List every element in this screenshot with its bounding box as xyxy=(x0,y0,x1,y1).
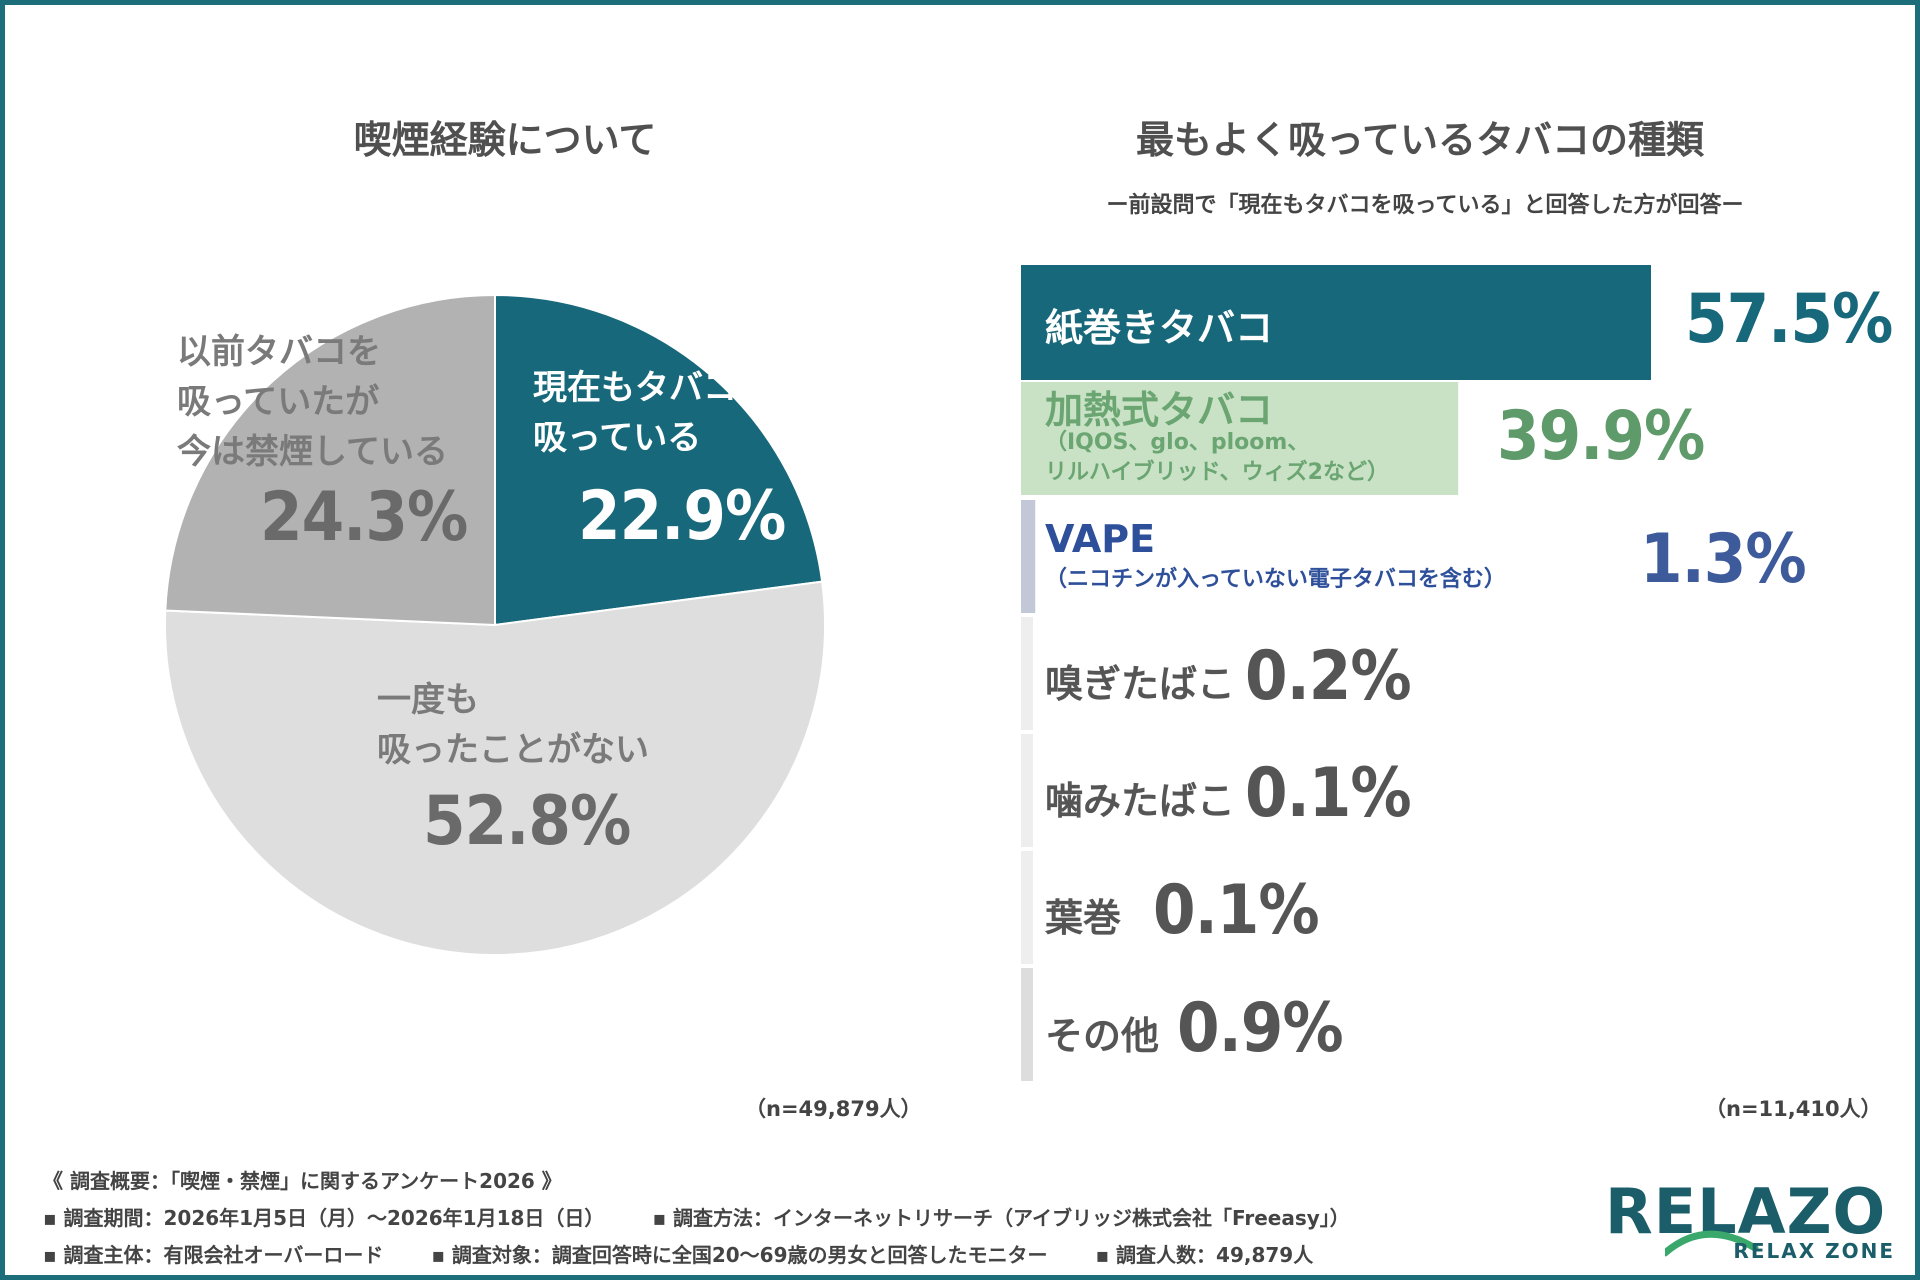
pie-label-line: 一度も xyxy=(377,680,479,720)
bar-label-vape: VAPE xyxy=(1045,517,1156,561)
pie-pct-never-smoked: 52.8% xyxy=(423,782,631,861)
bar-heated xyxy=(1021,382,1459,495)
bar-pct-snuff: 0.2% xyxy=(1245,637,1412,716)
bar-label-heated: 加熱式タバコ xyxy=(1045,388,1274,432)
pie-label-line: 現在もタバコを xyxy=(533,368,771,408)
bar-pct-other: 0.9% xyxy=(1177,989,1344,1068)
bar-pct-cigarette: 57.5% xyxy=(1685,280,1893,359)
pie-label-current-smoker: 現在もタバコを 吸っている xyxy=(533,363,771,463)
survey-organizer: ▪ 調査主体：有限会社オーバーロード xyxy=(43,1243,384,1267)
pie-pct-former-smoker: 24.3% xyxy=(260,478,468,557)
bar-chewing xyxy=(1021,734,1033,847)
survey-period: ▪ 調査期間：2026年1月5日（月）〜2026年1月18日（日） xyxy=(43,1206,605,1230)
pie-label-former-smoker: 以前タバコを 吸っていたが 今は禁煙している xyxy=(177,327,448,477)
survey-overview-row-2: ▪ 調査主体：有限会社オーバーロード ▪ 調査対象：調査回答時に全国20〜69歳の… xyxy=(43,1239,1313,1268)
pie-label-line: 以前タバコを xyxy=(177,332,381,372)
bar-label-chewing: 噛みたばこ xyxy=(1045,779,1236,823)
pie-label-line: 今は禁煙している xyxy=(177,432,448,472)
logo-wordmark: RELAZO xyxy=(1605,1175,1887,1248)
bar-pct-chewing: 0.1% xyxy=(1245,754,1412,833)
pie-label-line: 吸ったことがない xyxy=(377,730,649,770)
bar-pct-cigar: 0.1% xyxy=(1153,871,1320,950)
bar-chart xyxy=(1021,265,1651,1081)
bar-label-other: その他 xyxy=(1045,1014,1160,1058)
logo-tagline: RELAX ZONE xyxy=(1733,1239,1895,1263)
logo-swoosh-icon xyxy=(1665,1230,1759,1257)
pie-slice-never-smoked xyxy=(164,580,826,956)
bar-chart-title: 最もよく吸っているタバコの種類 xyxy=(1135,118,1705,162)
relazo-logo: RELAZO RELAX ZONE xyxy=(1605,1175,1895,1263)
pie-chart-title: 喫煙経験について xyxy=(353,118,657,162)
survey-target: ▪ 調査対象：調査回答時に全国20〜69歳の男女と回答したモニター xyxy=(431,1243,1048,1267)
survey-count: ▪ 調査人数：49,879人 xyxy=(1095,1243,1314,1267)
bar-sample-size: （n=11,410人） xyxy=(1705,1097,1882,1121)
pie-slice-former-smoker xyxy=(164,293,496,627)
survey-overview-heading: 《 調査概要：「喫煙・禁煙」に関するアンケート2026 》 xyxy=(43,1169,562,1193)
bar-snuff xyxy=(1021,617,1033,730)
pie-label-never-smoked: 一度も 吸ったことがない xyxy=(377,675,649,775)
survey-method: ▪ 調査方法：インターネットリサーチ（アイブリッジ株式会社「Freeasy」） xyxy=(652,1206,1350,1230)
bar-sublabel-vape: （ニコチンが入っていない電子タバコを含む） xyxy=(1045,567,1506,592)
bar-label-cigar: 葉巻 xyxy=(1045,896,1122,940)
pie-label-line: 吸っていたが xyxy=(177,382,380,422)
pie-label-line: 吸っている xyxy=(533,418,702,458)
bar-label-snuff: 嗅ぎたばこ xyxy=(1045,662,1236,706)
bar-other xyxy=(1021,968,1033,1081)
bar-cigarette xyxy=(1021,265,1651,380)
pie-pct-current-smoker: 22.9% xyxy=(578,477,786,556)
bar-label-cigarette: 紙巻きタバコ xyxy=(1045,306,1274,350)
bar-vape xyxy=(1021,500,1036,613)
bar-cigar xyxy=(1021,851,1033,964)
bar-sublabel-heated: （IQOS、glo、ploom、 リルハイブリッド、ウィズ2など） xyxy=(1045,430,1389,485)
pie-slice-current-smoker xyxy=(494,293,824,627)
pie-chart xyxy=(164,293,826,956)
bar-pct-vape: 1.3% xyxy=(1640,520,1807,599)
bar-pct-heated: 39.9% xyxy=(1497,397,1705,476)
bar-chart-subtitle: ー前設問で「現在もタバコを吸っている」と回答した方が回答ー xyxy=(1106,193,1744,218)
survey-overview-row-1: ▪ 調査期間：2026年1月5日（月）〜2026年1月18日（日） ▪ 調査方法：… xyxy=(43,1202,1350,1231)
pie-sample-size: （n=49,879人） xyxy=(745,1097,922,1121)
